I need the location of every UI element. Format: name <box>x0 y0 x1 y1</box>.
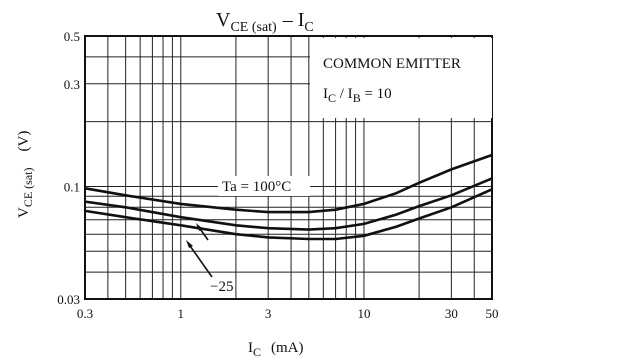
annotation-box <box>310 38 492 118</box>
y-tick-label: 0.03 <box>57 292 80 307</box>
tick-labels: 0.3 1 3 10 30 50 0.5 0.3 0.1 0.03 <box>57 29 498 321</box>
pointer-arrow-minus25 <box>186 240 193 248</box>
series-line-0 <box>84 153 493 214</box>
x-tick-label: 0.3 <box>77 306 93 321</box>
annotation-ratio: IC / IB = 10 <box>323 86 392 105</box>
y-tick-label: 0.3 <box>64 77 80 92</box>
y-tick-label: 0.1 <box>64 179 80 194</box>
chart-title: VCE (sat) – IC <box>216 9 314 35</box>
pointer-arrow-25 <box>196 223 203 231</box>
x-tick-label: 3 <box>265 306 272 321</box>
x-tick-label: 50 <box>486 306 499 321</box>
y-tick-label: 0.5 <box>64 29 80 44</box>
series-line-1 <box>84 177 493 231</box>
x-axis-label: IC (mA) <box>248 340 304 359</box>
series-line-2 <box>84 188 493 241</box>
grid-lines <box>84 35 493 300</box>
x-tick-label: 1 <box>178 306 185 321</box>
pointer-line-minus25 <box>187 242 213 278</box>
series-curves <box>84 153 493 241</box>
plot-frame <box>84 35 493 300</box>
annotation-common-emitter: COMMON EMITTER <box>323 56 461 72</box>
y-axis-label: VCE (sat)(V) <box>16 131 35 218</box>
series-label-minus25: −25 <box>210 279 233 295</box>
x-tick-label: 10 <box>357 306 370 321</box>
x-tick-label: 30 <box>445 306 458 321</box>
series-label-100c: Ta = 100°C <box>222 179 291 195</box>
label-bg-100 <box>218 176 310 196</box>
